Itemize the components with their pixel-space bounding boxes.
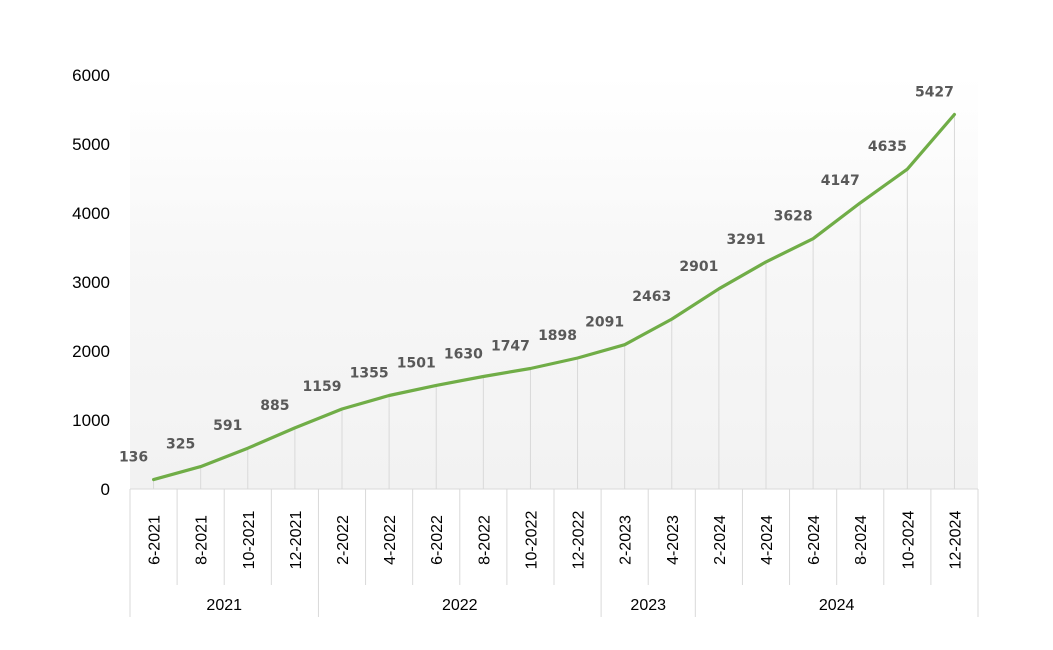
- data-label: 885: [260, 398, 289, 414]
- x-tick-label: 6-2021: [147, 515, 164, 565]
- data-label: 1747: [491, 338, 530, 354]
- x-tick-label: 12-2022: [571, 511, 588, 570]
- x-tick-label: 6-2022: [429, 515, 446, 565]
- y-tick-label: 2000: [72, 342, 110, 361]
- x-tick-label: 10-2021: [241, 511, 258, 570]
- year-group-label: 2023: [630, 597, 666, 614]
- x-tick-label: 12-2024: [947, 511, 964, 570]
- data-label: 325: [166, 437, 195, 453]
- x-tick-label: 2-2022: [335, 515, 352, 565]
- data-label: 1355: [350, 366, 389, 382]
- data-labels: 136 325 591 885 1159 1355 1501 1630 1747 1898 2091…: [119, 85, 954, 466]
- x-tick-label: 4-2024: [759, 515, 776, 565]
- data-label: 5427: [915, 85, 954, 101]
- y-tick-label: 0: [101, 480, 110, 499]
- data-label: 136: [119, 450, 148, 466]
- data-label: 4635: [868, 139, 907, 155]
- y-axis: 0 1000 2000 3000 4000 5000 6000: [72, 66, 110, 499]
- y-tick-label: 6000: [72, 66, 110, 85]
- x-axis: 6-2021 8-2021 10-2021 12-2021 2-2022 4-2022 6-…: [129, 488, 979, 617]
- x-tick-label: 2-2023: [618, 515, 635, 565]
- x-tick-label: 10-2024: [900, 511, 917, 570]
- x-tick-label: 8-2021: [194, 515, 211, 565]
- drop-lines: [153, 114, 955, 489]
- y-tick-label: 4000: [72, 204, 110, 223]
- y-tick-label: 5000: [72, 135, 110, 154]
- x-tick-label: 6-2024: [806, 515, 823, 565]
- series-line: [152, 112, 956, 482]
- year-group-label: 2024: [819, 597, 855, 614]
- data-label: 1159: [303, 379, 342, 395]
- data-label: 2463: [632, 289, 671, 305]
- data-label: 4147: [821, 173, 860, 189]
- y-tick-label: 3000: [72, 273, 110, 292]
- data-label: 1898: [538, 328, 577, 344]
- x-tick-label: 4-2023: [665, 515, 682, 565]
- plot-area: [130, 75, 978, 489]
- x-tick-label: 4-2022: [382, 515, 399, 565]
- x-tick-label: 12-2021: [288, 511, 305, 570]
- data-label: 3628: [774, 209, 813, 225]
- data-label: 3291: [727, 232, 766, 248]
- year-group-label: 2022: [442, 597, 478, 614]
- data-label: 2901: [679, 259, 718, 275]
- data-label: 1501: [397, 355, 436, 371]
- x-tick-label: 8-2022: [476, 515, 493, 565]
- data-label: 1630: [444, 347, 483, 363]
- data-label: 2091: [585, 315, 624, 331]
- x-tick-label: 8-2024: [853, 515, 870, 565]
- year-group-label: 2021: [206, 597, 242, 614]
- y-tick-label: 1000: [72, 411, 110, 430]
- x-tick-label: 10-2022: [523, 511, 540, 570]
- data-label: 591: [213, 418, 242, 434]
- x-tick-label: 2-2024: [712, 515, 729, 565]
